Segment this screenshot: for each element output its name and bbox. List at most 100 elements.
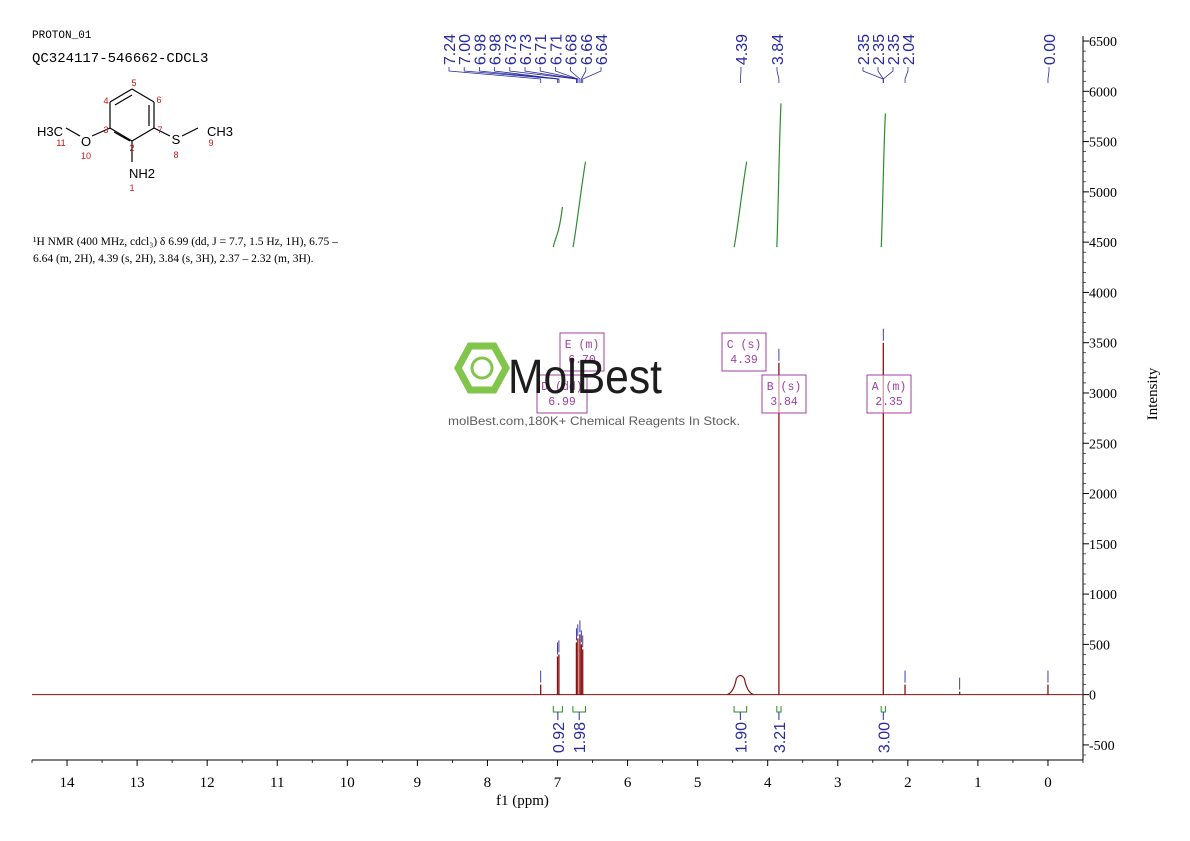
peak-label-leader: [582, 67, 602, 83]
integral-curve: [733, 161, 748, 248]
bond-o-c11: [65, 127, 81, 137]
ring-bond: [109, 127, 133, 142]
y-tick-label: 3000: [1089, 387, 1117, 402]
atom-number-11: 11: [56, 138, 65, 148]
peak-label: 6.66: [579, 34, 596, 65]
integral-curve: [880, 113, 887, 248]
ring-double-bond: [113, 131, 131, 142]
x-tick-label: 2: [904, 775, 912, 791]
molbest-brand: MolBest: [508, 351, 662, 404]
description-line-2: 6.64 (m, 2H), 4.39 (s, 2H), 3.84 (s, 3H)…: [33, 253, 314, 265]
atom-label-o: O: [81, 134, 91, 149]
integral-value: 3.00: [876, 722, 893, 753]
atom-number-10: 10: [81, 151, 91, 161]
atom-number-2: 2: [129, 143, 134, 153]
y-tick-label: 2500: [1089, 437, 1117, 452]
y-tick-label: 500: [1089, 638, 1110, 653]
atom-label-s: S: [172, 132, 181, 147]
ring-bond: [131, 88, 155, 103]
peak-label-leader: [494, 67, 560, 83]
x-tick-label: 10: [340, 775, 355, 791]
y-tick-label: 4000: [1089, 286, 1117, 301]
watermark: MolBest molBest.com,180K+ Chemical Reagen…: [448, 342, 740, 428]
y-tick-label: -500: [1089, 739, 1115, 754]
peak-label: 2.35: [856, 34, 873, 65]
molbest-logo-icon: [454, 342, 510, 394]
peak-label: 6.71: [533, 34, 550, 65]
integral-bracket: [572, 706, 587, 713]
y-tick-label: 1000: [1089, 588, 1117, 603]
atom-label-n: NH2: [129, 166, 155, 181]
y-tick-label: 2000: [1089, 488, 1117, 503]
y-tick-label: 5500: [1089, 136, 1117, 151]
y-tick-label: 5000: [1089, 186, 1117, 201]
x-tick-label: 1: [974, 775, 982, 791]
atom-number-4: 4: [103, 96, 108, 106]
peak-label: 6.64: [594, 34, 611, 65]
peak-label: 4.39: [734, 34, 751, 65]
peak-label: 7.00: [457, 34, 474, 65]
peak-label: 6.73: [503, 34, 520, 65]
molbest-logo-ring: [470, 356, 494, 380]
molbest-tagline: molBest.com,180K+ Chemical Reagents In S…: [448, 414, 740, 428]
y-tick-label: 6500: [1089, 35, 1117, 50]
y-tick-label: 4500: [1089, 236, 1117, 251]
ring-bond: [109, 88, 133, 103]
spectrum-peak: [726, 674, 754, 696]
x-tick-label: 5: [694, 775, 702, 791]
y-tick-label: 6000: [1089, 85, 1117, 100]
peak-label-leader: [904, 67, 909, 83]
multiplet-box: A (m) 2.35: [866, 374, 912, 414]
peak-label-leader: [882, 67, 894, 83]
atom-number-5: 5: [131, 78, 136, 88]
atom-number-1: 1: [129, 183, 134, 193]
multiplet-frame: [761, 374, 807, 414]
peak-label: 6.71: [548, 34, 565, 65]
ring-bond: [131, 127, 155, 142]
atom-label-c11: H3C: [37, 124, 63, 139]
atom-number-8: 8: [173, 150, 178, 160]
x-tick-label: 12: [200, 775, 215, 791]
x-tick-label: 0: [1044, 775, 1052, 791]
multiplet-frame: [721, 332, 767, 372]
integral-bracket: [733, 706, 748, 713]
peak-label: 6.98: [488, 34, 505, 65]
peak-label: 2.04: [901, 34, 918, 65]
multiplet-box: D (dd) 6.99: [536, 374, 588, 414]
peak-label-leader: [463, 67, 558, 83]
peak-label: 6.68: [564, 34, 581, 65]
y-axis-title: Intensity: [1145, 367, 1161, 420]
ring-double-bond: [114, 94, 133, 106]
peak-label-leader: [448, 67, 542, 83]
peak-label-leader: [739, 67, 742, 83]
bond-c3-o: [91, 127, 111, 137]
atom-label-c9: CH3: [207, 124, 233, 139]
y-tick-label: 3500: [1089, 337, 1117, 352]
multiplet-frame: [866, 374, 912, 414]
atom-number-7: 7: [157, 125, 162, 135]
multiplet-shift: 6.70: [568, 354, 596, 367]
x-tick-label: 8: [484, 775, 492, 791]
multiplet-frame: [559, 332, 605, 372]
multiplet-shift: 6.99: [548, 396, 576, 409]
x-tick-label: 11: [270, 775, 284, 791]
integral-bracket: [552, 706, 563, 713]
multiplet-box: E (m) 6.70: [559, 332, 605, 372]
peak-label-leader: [570, 67, 581, 83]
bond-s-c9: [181, 127, 199, 137]
integral-value: 1.98: [572, 722, 589, 753]
integral-curve: [572, 161, 587, 248]
integral-value: 3.21: [772, 722, 789, 753]
peak-label-leader: [877, 67, 884, 83]
bond-c7-s: [153, 127, 171, 137]
atom-number-3: 3: [103, 125, 108, 135]
x-tick-label: 4: [764, 775, 772, 791]
multiplet-type: A (m): [872, 381, 907, 394]
peak-label: 0.00: [1042, 34, 1059, 65]
peak-label: 6.73: [518, 34, 535, 65]
integral-curve: [776, 103, 782, 248]
integral-curve: [552, 206, 564, 248]
peak-label-leader: [555, 67, 579, 83]
integral-bracket: [776, 706, 782, 713]
integral-value: 0.92: [551, 722, 568, 753]
